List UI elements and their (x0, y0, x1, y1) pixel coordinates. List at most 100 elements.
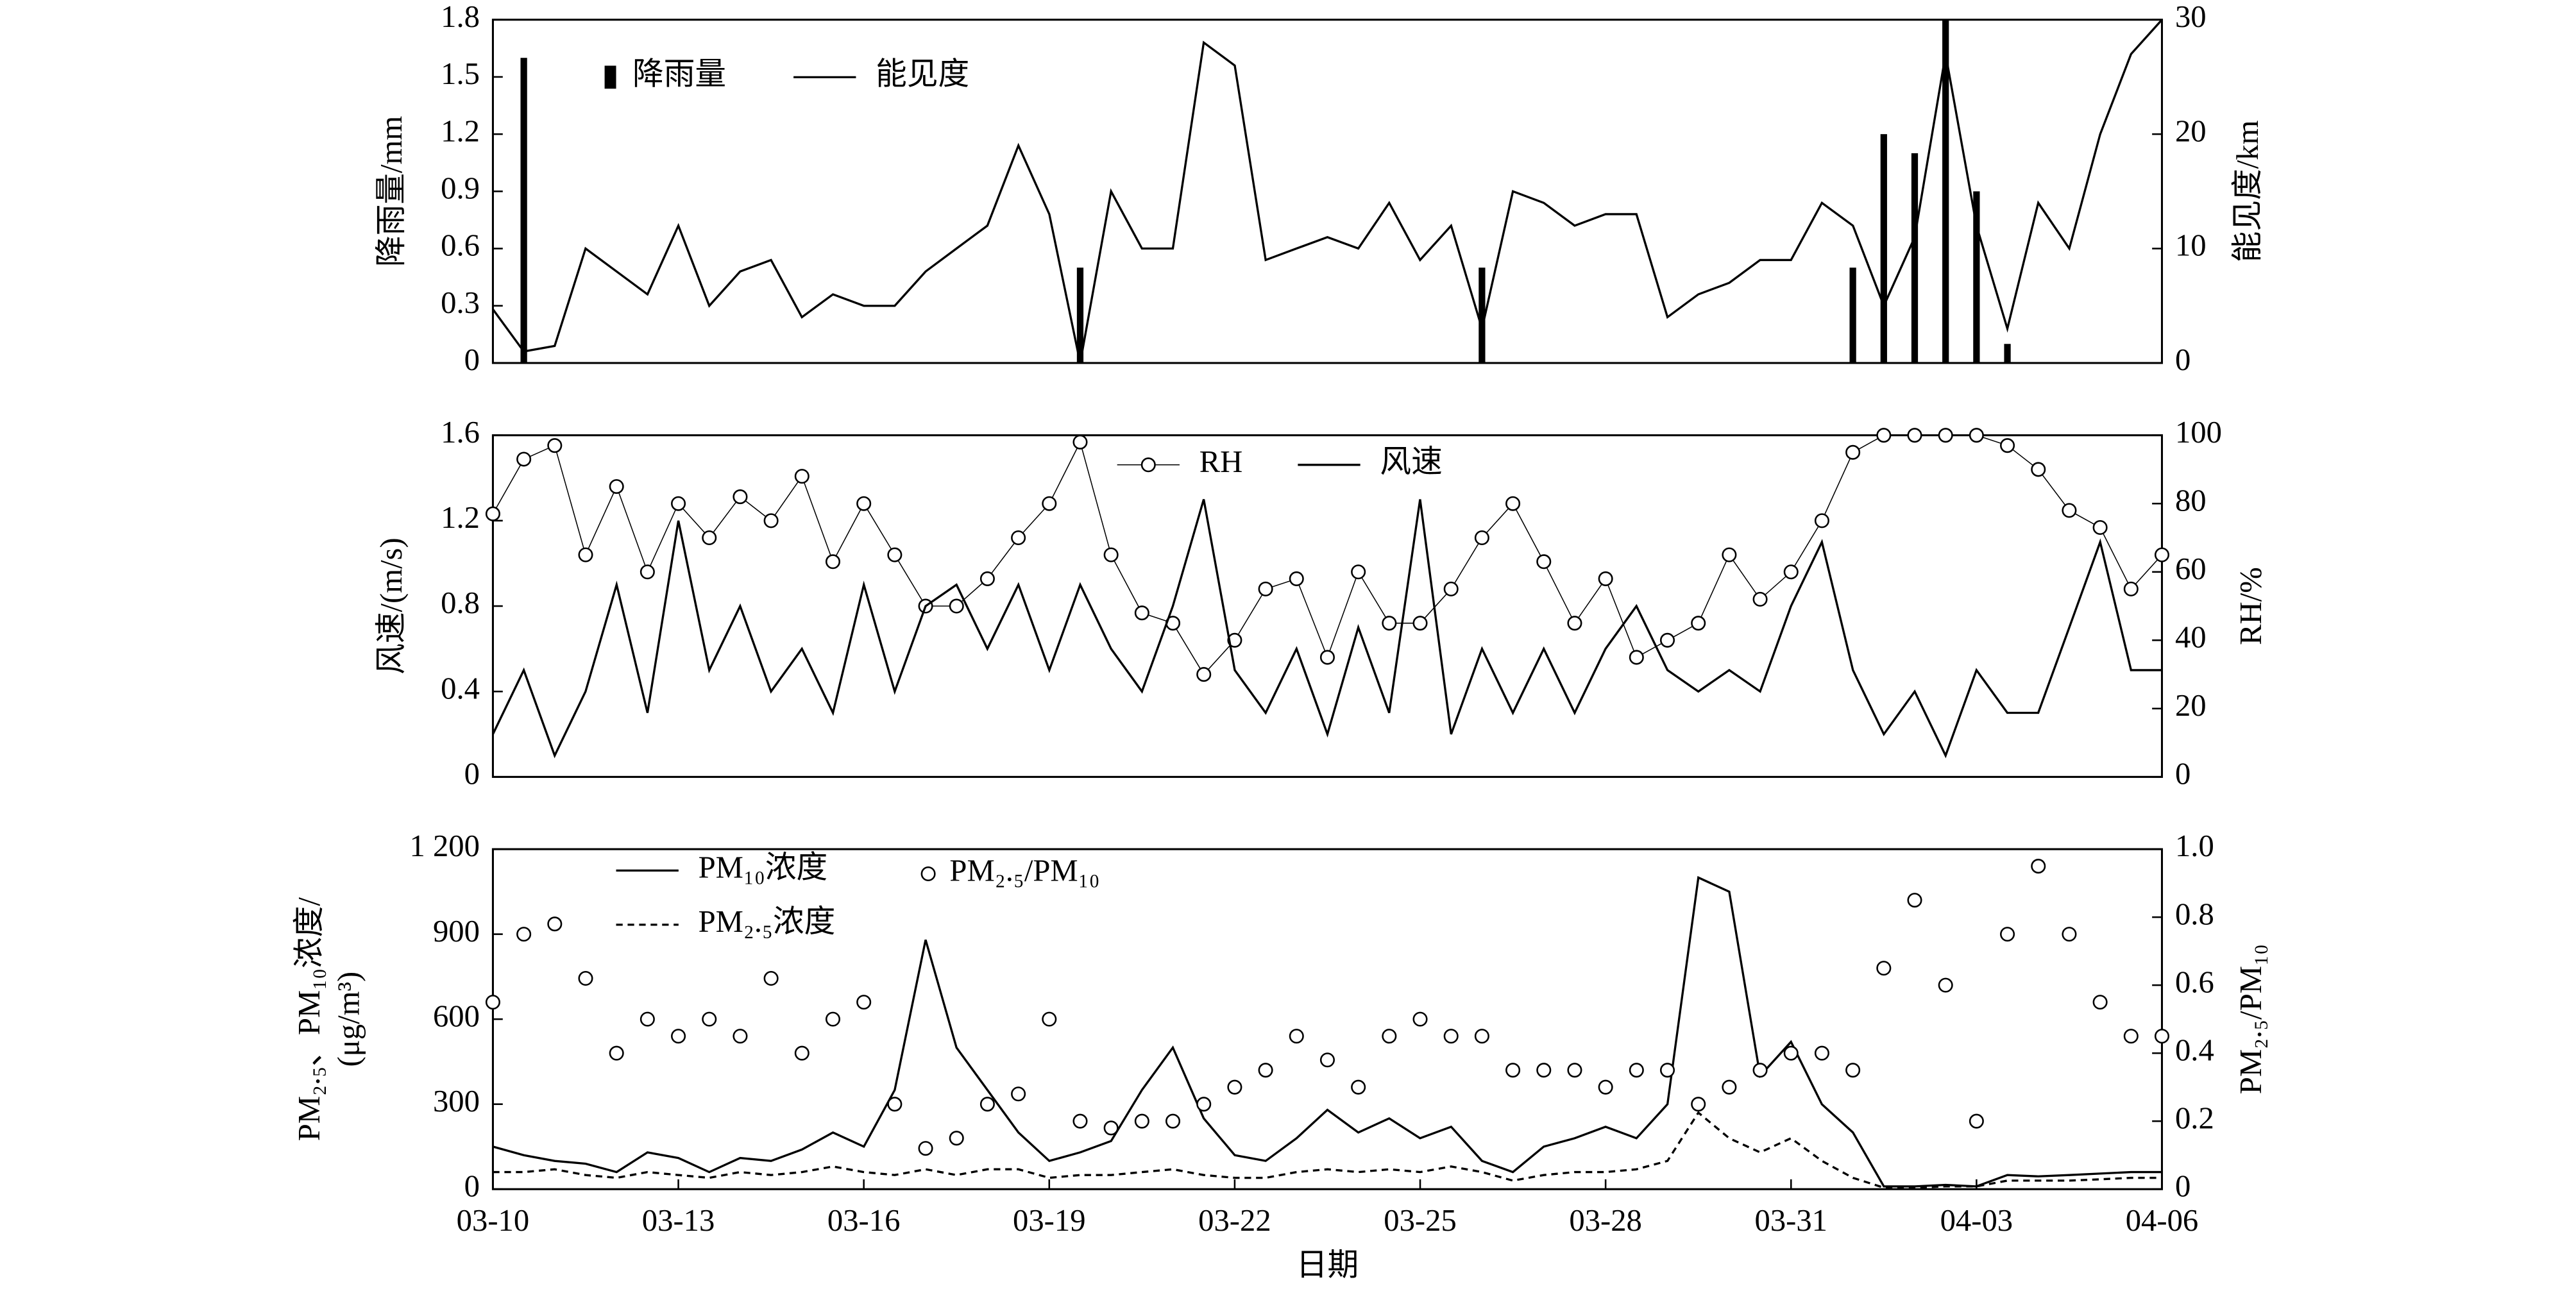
point (702, 1011, 717, 1027)
point (1134, 1113, 1149, 1129)
legend-label: 能见度 (876, 57, 969, 92)
point (1938, 977, 1953, 993)
line (491, 499, 2162, 759)
point (1289, 1029, 1304, 1044)
point (825, 1011, 841, 1027)
line (492, 434, 2163, 675)
x-tick-label: 03-10 (457, 1203, 530, 1238)
y-tick-label: 0.6 (441, 228, 480, 263)
legend-label: PM₂.₅浓度 (699, 904, 836, 939)
bar (1076, 267, 1084, 363)
y2-axis-label: RH/% (2233, 567, 2268, 645)
point (1289, 571, 1304, 586)
y-axis-label: PM₂.₅、PM₁₀浓度/ (292, 897, 326, 1142)
point (2092, 519, 2108, 536)
point (856, 995, 872, 1010)
y-tick-label: 0 (464, 342, 480, 377)
y-tick-label: 1.2 (441, 114, 480, 148)
point (702, 530, 717, 546)
line (492, 875, 2162, 1188)
point (1907, 428, 1922, 443)
point (1536, 554, 1552, 570)
legend-label: 风速 (1380, 444, 1442, 479)
point (1134, 605, 1149, 621)
y-tick-label: 900 (433, 914, 480, 949)
point (1752, 1063, 1768, 1078)
bar (1973, 191, 1980, 363)
point (1907, 893, 1922, 908)
plot-frame (491, 434, 2164, 778)
y-tick-label: 0 (464, 1169, 480, 1203)
y-tick-label: 300 (433, 1084, 480, 1118)
y2-tick-label: 10 (2175, 228, 2207, 263)
x-axis-label: 日期 (1296, 1247, 1359, 1282)
point (2031, 462, 2046, 477)
point (1474, 1029, 1489, 1044)
point (1258, 1063, 1273, 1078)
point (2000, 927, 2015, 942)
legend-label: 降雨量 (632, 57, 726, 92)
point (1969, 428, 1984, 443)
point (1382, 1029, 1397, 1044)
legend-label: PM₁₀浓度 (699, 850, 828, 885)
point (763, 971, 779, 986)
y2-tick-label: 20 (2175, 114, 2207, 148)
point (1814, 1045, 1829, 1061)
point (1536, 1063, 1552, 1078)
y-tick-label: 1.5 (441, 56, 480, 91)
x-tick-label: 04-06 (2126, 1203, 2199, 1238)
y-tick-label: 1 200 (409, 829, 479, 863)
point (1691, 616, 1706, 631)
point (1783, 564, 1799, 580)
point (2123, 581, 2139, 596)
legend-label: RH (1199, 444, 1243, 479)
point (2154, 1029, 2170, 1044)
point (763, 513, 779, 528)
point (1629, 1063, 1644, 1078)
point (1103, 1120, 1119, 1136)
point (609, 479, 624, 494)
x-tick-label: 03-22 (1198, 1203, 1271, 1238)
x-tick-label: 03-25 (1384, 1203, 1457, 1238)
bar (1942, 19, 1949, 363)
point (2062, 927, 2077, 942)
point (578, 971, 593, 986)
point (1845, 1063, 1861, 1078)
y2-tick-label: 100 (2175, 415, 2222, 450)
point (1072, 434, 1088, 450)
point (2123, 1029, 2139, 1044)
y2-tick-label: 0 (2175, 342, 2190, 377)
x-tick-label: 03-13 (642, 1203, 715, 1238)
point (609, 1045, 624, 1061)
point (1382, 616, 1397, 631)
point (979, 571, 995, 586)
point (547, 916, 563, 932)
point (1412, 1011, 1428, 1027)
y2-tick-label: 60 (2175, 552, 2207, 586)
bar (1911, 153, 1919, 363)
bar (1880, 134, 1887, 363)
point (1629, 650, 1644, 665)
point (516, 451, 532, 467)
point (1969, 1113, 1984, 1129)
point (1103, 547, 1119, 562)
y-tick-label: 0.3 (441, 285, 480, 320)
point (1258, 581, 1273, 596)
point (1319, 1052, 1335, 1068)
y-tick-label: 1.2 (441, 500, 480, 535)
y2-axis-label: PM₂.₅/PM₁₀ (2233, 944, 2268, 1094)
point (1165, 1113, 1181, 1129)
bar (520, 58, 527, 363)
y2-tick-label: 80 (2175, 483, 2207, 518)
point (1042, 496, 1057, 511)
point (2154, 547, 2170, 562)
x-tick-label: 04-03 (1940, 1203, 2013, 1238)
point (733, 1029, 748, 1044)
point (1196, 667, 1212, 682)
point (1351, 1079, 1366, 1095)
point (671, 496, 686, 511)
y2-tick-label: 0.4 (2175, 1033, 2214, 1067)
point (825, 554, 841, 570)
x-tick-label: 03-31 (1754, 1203, 1827, 1238)
legend-swatch (920, 866, 936, 882)
